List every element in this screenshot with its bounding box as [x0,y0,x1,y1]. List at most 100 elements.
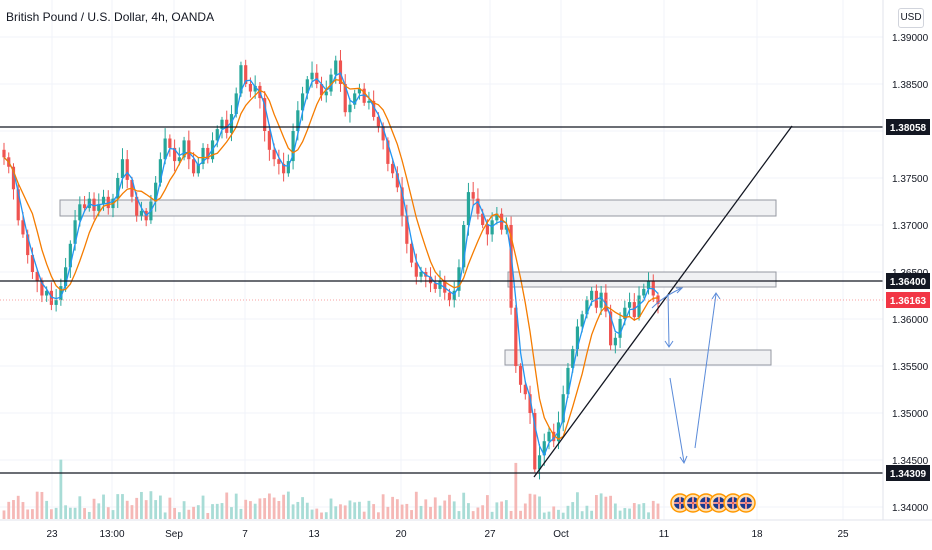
candle [604,284,608,318]
chart-title: British Pound / U.S. Dollar, 4h, OANDA [6,10,215,24]
candle [120,148,125,189]
volume-bar [566,505,570,519]
volume-bar [78,496,82,519]
x-tick-label: 13 [308,529,320,540]
volume-bar [533,494,537,519]
y-tick-label: 1.35000 [892,409,929,420]
volume-bar [154,500,158,519]
x-tick-label: 11 [659,529,670,540]
candle [168,134,172,157]
volume-bar [448,494,451,519]
candle [263,91,267,142]
volume-bar [609,495,613,519]
candle [528,385,532,424]
candle [125,150,129,189]
volume-bar [462,492,466,519]
gb-flag-icon[interactable] [709,493,729,513]
candle [319,76,324,101]
level-tag-mid: 1.36400 [886,273,930,289]
volume-bar [433,497,437,519]
volume-bar [358,501,361,519]
volume-bar [339,504,342,519]
candle [523,381,527,400]
volume-bar [2,510,6,519]
time-axis[interactable]: 23 13:00 Sep 7 13 20 27 Oct 11 18 25 [46,529,849,540]
supply-zone[interactable] [507,271,777,288]
volume-bar [26,509,30,519]
volume-bar [594,495,598,519]
volume-bar [376,512,380,519]
volume-bar [490,511,494,519]
volume-bar [651,500,655,519]
volume-bar [97,503,101,519]
y-tick-label: 1.38500 [892,80,929,91]
volume-bar [310,509,314,519]
volume-bar [528,493,532,519]
volume-bar [419,505,423,519]
candle [334,55,338,84]
candle [428,267,433,293]
volume-bar [410,510,413,519]
volume-bar [158,495,162,519]
candle [395,166,399,193]
candle [353,89,357,109]
x-tick-label: 18 [751,529,763,540]
volume-bar [467,503,470,519]
volume-bar [192,506,195,519]
volume-bar [45,500,49,519]
current-price-tag: 1.36163 [886,292,930,308]
volume-bar [391,496,395,519]
candle [291,123,295,170]
candle [409,240,414,268]
volume-bar [296,501,300,519]
volume-bar [182,501,186,519]
volume-bar [272,497,276,519]
level-tag-bottom: 1.34309 [886,465,930,481]
trend-line[interactable] [533,125,793,478]
candle [116,172,120,208]
volume-bar [443,500,447,519]
volume-bar [21,502,25,519]
gb-flag-icon[interactable] [736,493,756,513]
candle [343,74,347,117]
volume-bar [561,512,565,519]
volume-bar [59,459,63,519]
candle [613,332,617,354]
volume-bar [64,505,68,519]
volume-bar [367,500,371,519]
volume-bar [239,508,243,519]
demand-zone[interactable] [504,349,772,366]
candle [11,163,16,200]
volume-bar [329,498,333,519]
volume-bar [286,491,290,519]
candle [637,286,641,321]
event-flags[interactable] [670,493,756,513]
candle [471,181,475,206]
volume-bar [73,507,77,519]
volume-bar [613,503,617,519]
volume-bar [599,493,603,519]
candle [348,98,352,123]
projection-arrows[interactable] [651,287,721,465]
resistance-zone[interactable] [59,199,777,217]
candle [533,408,537,473]
volume-bar [623,508,627,519]
volume-bar [277,501,281,519]
volume-bar [353,502,357,519]
volume-bar [509,510,513,519]
candle [433,275,437,293]
volume-bar [315,508,319,519]
volume-bar [400,504,404,519]
currency-button[interactable]: USD [898,8,924,28]
volume-bar [7,501,11,519]
volume-bar [301,497,304,519]
x-tick-label: 20 [395,529,407,540]
volume-bar [424,499,428,519]
volume-bar [618,510,622,519]
volume-bar [225,492,229,519]
volume-bar [83,508,86,519]
volume-bar [211,504,214,519]
volume-bar [481,505,485,519]
volume-bar [263,498,267,519]
